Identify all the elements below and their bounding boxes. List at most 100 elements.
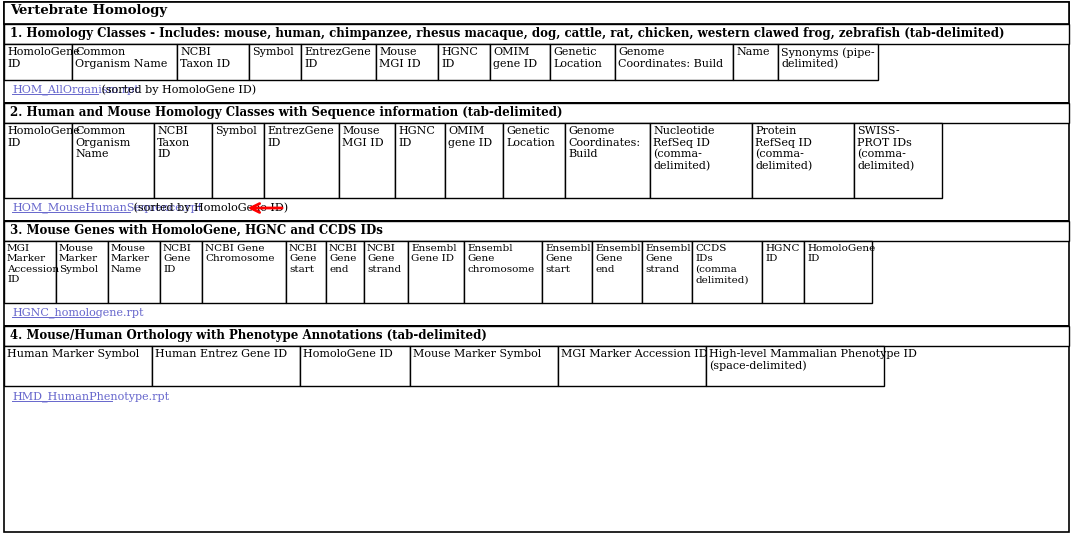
Text: MGI
Marker
Accession
ID: MGI Marker Accession ID [8,244,59,284]
Text: Common
Organism Name: Common Organism Name [75,47,167,68]
Text: NCBI
Taxon ID: NCBI Taxon ID [180,47,230,68]
Text: HomoloGene
ID: HomoloGene ID [8,126,79,147]
Text: (sorted by HomoloGene ID): (sorted by HomoloGene ID) [130,202,289,213]
Text: CCDS
IDs
(comma
delimited): CCDS IDs (comma delimited) [695,244,749,284]
Bar [202,241,286,303]
Bar [395,123,445,198]
Bar [249,44,302,80]
Bar [212,123,264,198]
Bar [339,123,395,198]
Text: OMIM
gene ID: OMIM gene ID [493,47,538,68]
Bar [733,44,778,80]
Bar [592,241,642,303]
Bar [4,123,72,198]
Bar [565,123,650,198]
Text: SWISS-
PROT IDs
(comma-
delimited): SWISS- PROT IDs (comma- delimited) [857,126,914,171]
Text: Mouse
MGI ID: Mouse MGI ID [342,126,384,147]
Text: Human Entrez Gene ID: Human Entrez Gene ID [155,349,288,359]
Bar [408,241,464,303]
Bar [177,44,249,80]
Text: HMD_HumanPhenotype.rpt: HMD_HumanPhenotype.rpt [12,391,170,402]
Text: HGNC_homologene.rpt: HGNC_homologene.rpt [12,307,144,318]
Bar [490,44,550,80]
Bar [4,241,56,303]
Text: Symbol: Symbol [215,126,256,136]
Bar [300,346,410,386]
Text: Common
Organism
Name: Common Organism Name [75,126,131,159]
Bar [4,2,1069,24]
Text: Ensembl
Gene
end: Ensembl Gene end [596,244,641,274]
Text: 4. Mouse/Human Orthology with Phenotype Annotations (tab-delimited): 4. Mouse/Human Orthology with Phenotype … [10,329,487,342]
Text: Protein
RefSeq ID
(comma-
delimited): Protein RefSeq ID (comma- delimited) [755,126,812,171]
Bar [542,241,592,303]
Bar [438,44,490,80]
Text: High-level Mammalian Phenotype ID
(space-delimited): High-level Mammalian Phenotype ID (space… [709,349,916,371]
Bar [4,325,1069,326]
Bar [642,241,692,303]
Bar [550,44,615,80]
Text: HOM_AllOrganism.rpt: HOM_AllOrganism.rpt [12,84,138,95]
Text: Ensembl
Gene
start: Ensembl Gene start [545,244,590,274]
Text: NCBI
Gene
start: NCBI Gene start [289,244,318,274]
Bar [558,346,706,386]
Bar [4,346,152,386]
Text: Genetic
Location: Genetic Location [506,126,555,147]
Text: OMIM
gene ID: OMIM gene ID [449,126,493,147]
Text: 2. Human and Mouse Homology Classes with Sequence information (tab-delimited): 2. Human and Mouse Homology Classes with… [10,106,562,119]
Bar [445,123,503,198]
Text: Mouse
MGI ID: Mouse MGI ID [379,47,421,68]
Text: NCBI
Gene
strand: NCBI Gene strand [367,244,401,274]
Text: HGNC
ID: HGNC ID [441,47,477,68]
Text: HomoloGene ID: HomoloGene ID [303,349,393,359]
Bar [706,346,884,386]
Text: Mouse
Marker
Symbol: Mouse Marker Symbol [59,244,98,274]
Text: Ensembl
Gene
chromosome: Ensembl Gene chromosome [467,244,534,274]
Bar [326,241,364,303]
Text: Human Marker Symbol: Human Marker Symbol [8,349,139,359]
Bar [72,123,155,198]
Bar [264,123,339,198]
Bar [854,123,942,198]
Text: EntrezGene
ID: EntrezGene ID [267,126,334,147]
Bar [503,123,565,198]
Bar [464,241,542,303]
Bar [410,346,558,386]
Bar [4,44,72,80]
Text: EntrezGene
ID: EntrezGene ID [304,47,371,68]
Bar [108,241,160,303]
Bar [72,44,177,80]
Bar [4,220,1069,221]
Text: Synonyms (pipe-
delimited): Synonyms (pipe- delimited) [781,47,874,69]
Text: Symbol: Symbol [252,47,294,57]
Text: NCBI
Taxon
ID: NCBI Taxon ID [157,126,190,159]
Text: Mouse
Marker
Name: Mouse Marker Name [111,244,150,274]
Bar [650,123,752,198]
Text: NCBI
Gene
end: NCBI Gene end [329,244,358,274]
Text: Mouse Marker Symbol: Mouse Marker Symbol [413,349,541,359]
Text: Genetic
Location: Genetic Location [553,47,602,68]
Text: HomoloGene
ID: HomoloGene ID [8,47,79,68]
Bar [364,241,408,303]
Text: HomoloGene
ID: HomoloGene ID [807,244,876,263]
Text: Nucleotide
RefSeq ID
(comma-
delimited): Nucleotide RefSeq ID (comma- delimited) [653,126,715,171]
Text: MGI Marker Accession ID: MGI Marker Accession ID [561,349,707,359]
Text: Name: Name [736,47,769,57]
Bar [4,221,1069,241]
Text: HGNC
ID: HGNC ID [398,126,435,147]
Bar [160,241,202,303]
Bar [762,241,804,303]
Text: (sorted by HomoloGene ID): (sorted by HomoloGene ID) [99,84,256,95]
Text: Ensembl
Gene
strand: Ensembl Gene strand [645,244,691,274]
Text: Genome
Coordinates: Build: Genome Coordinates: Build [618,47,723,68]
Bar [155,123,212,198]
Bar [286,241,326,303]
Text: NCBI Gene
Chromosome: NCBI Gene Chromosome [205,244,275,263]
Text: Vertebrate Homology: Vertebrate Homology [10,4,167,17]
Bar [778,44,878,80]
Bar [752,123,854,198]
Bar [804,241,872,303]
Text: HGNC
ID: HGNC ID [765,244,799,263]
Bar [4,103,1069,123]
Bar [615,44,733,80]
Text: HOM_MouseHumanSequence.rpt: HOM_MouseHumanSequence.rpt [12,202,202,213]
